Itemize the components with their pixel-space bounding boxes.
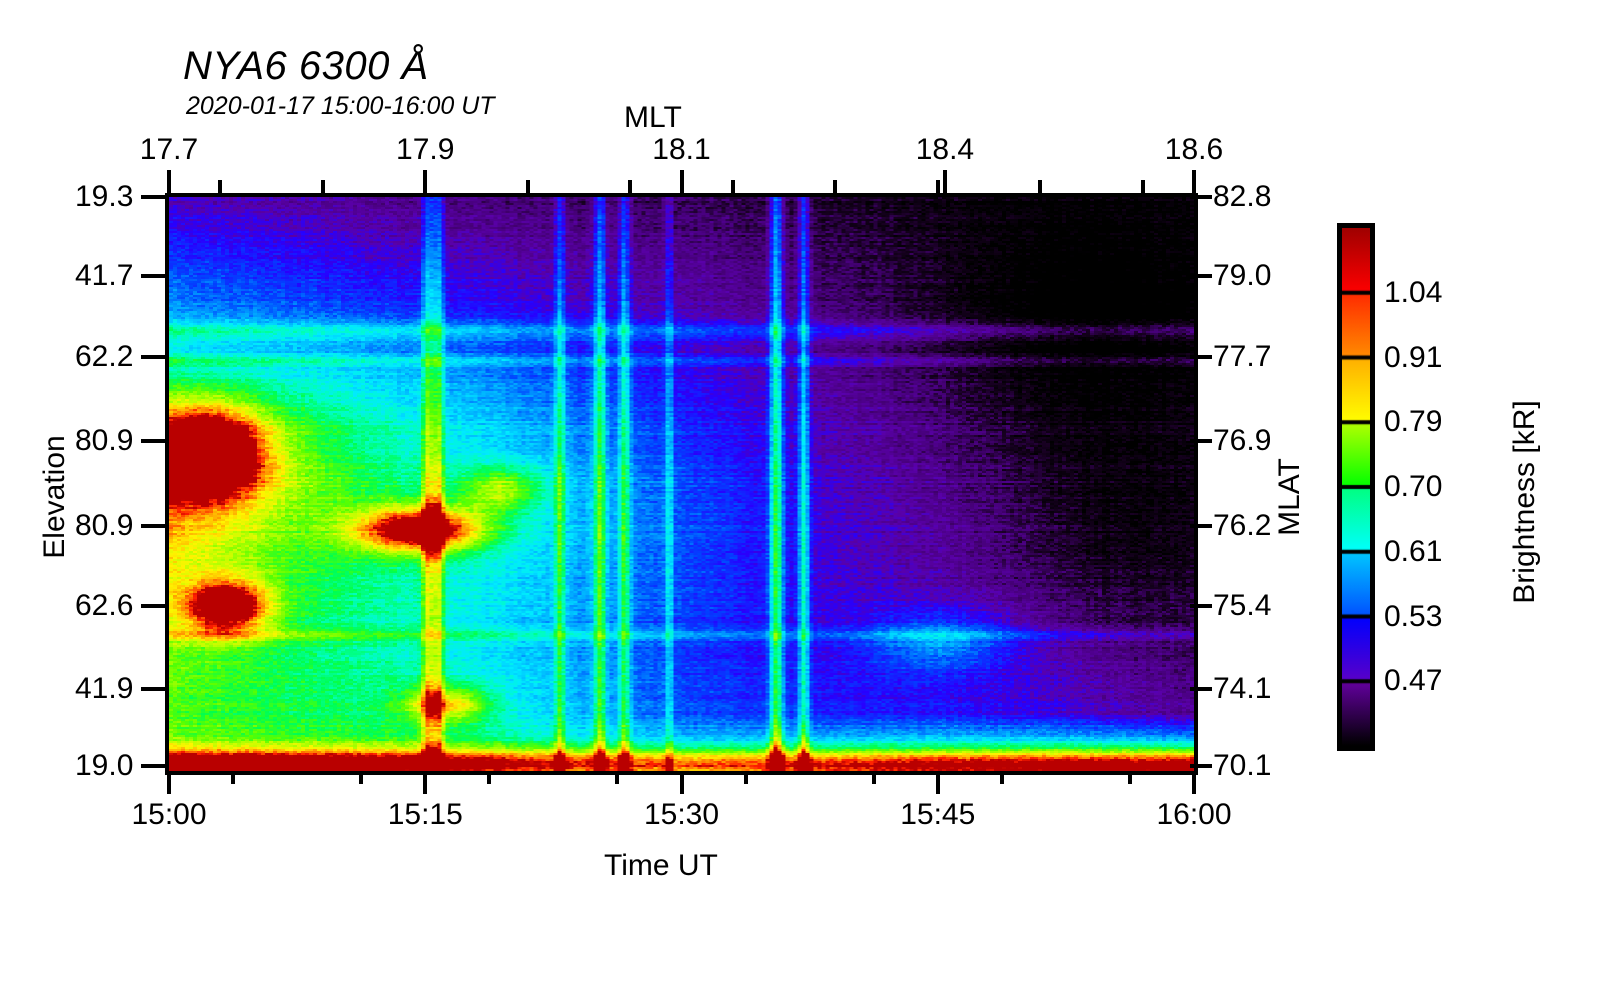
mlt-axis-title: MLT xyxy=(624,101,682,134)
elevation-tick xyxy=(141,687,165,692)
mlat-tick-label: 70.1 xyxy=(1213,749,1272,783)
time-tick-minor xyxy=(743,771,748,784)
time-axis-title: Time UT xyxy=(604,849,718,882)
mlt-tick-label: 17.9 xyxy=(396,133,455,166)
mlt-tick-minor xyxy=(218,180,223,193)
elevation-tick xyxy=(141,354,165,359)
elevation-tick-label: 41.7 xyxy=(75,258,134,292)
mlat-tick xyxy=(1190,523,1212,528)
mlat-tick xyxy=(1190,195,1212,199)
mlt-tick-label: 17.7 xyxy=(139,133,199,166)
colorbar-axis-title: Brightness [kR] xyxy=(1508,400,1541,604)
time-tick-label: 15:15 xyxy=(387,798,463,831)
colorbar-tick-label: 0.70 xyxy=(1384,470,1443,503)
elevation-tick xyxy=(141,273,165,278)
page-title: NYA6 6300 Å xyxy=(183,44,429,88)
mlat-tick-label: 77.7 xyxy=(1213,339,1272,373)
mlt-tick-major xyxy=(1192,170,1196,193)
time-tick-minor xyxy=(231,771,236,784)
mlt-tick-label: 18.1 xyxy=(652,133,711,166)
mlt-tick-major xyxy=(167,170,171,193)
mlt-tick-minor xyxy=(628,180,633,193)
elevation-tick-label: 62.2 xyxy=(75,339,134,373)
keogram-image xyxy=(169,197,1194,771)
mlat-tick xyxy=(1190,764,1212,769)
time-tick-major xyxy=(935,771,940,794)
colorbar-tick-label: 0.47 xyxy=(1384,664,1443,698)
time-tick-minor xyxy=(359,771,364,784)
mlat-tick xyxy=(1190,354,1212,359)
time-tick-major xyxy=(1192,771,1196,794)
colorbar-tick-label: 0.91 xyxy=(1384,340,1443,374)
time-tick-minor xyxy=(999,771,1004,784)
mlt-tick-major xyxy=(679,170,684,193)
colorbar-tick-label: 0.61 xyxy=(1384,534,1443,568)
time-tick-label: 15:45 xyxy=(900,798,976,831)
mlat-tick-label: 82.8 xyxy=(1213,180,1272,213)
time-tick-minor xyxy=(871,771,876,784)
mlt-tick-minor xyxy=(423,180,428,193)
elevation-tick xyxy=(141,195,165,199)
mlat-tick xyxy=(1190,438,1212,443)
colorbar-tick-label: 0.79 xyxy=(1384,405,1443,439)
mlat-tick-label: 75.4 xyxy=(1213,588,1272,622)
colorbar-tick-label: 1.04 xyxy=(1384,275,1443,309)
mlat-tick-label: 76.9 xyxy=(1213,423,1272,457)
time-tick-label: 16:00 xyxy=(1156,798,1232,831)
mlat-tick xyxy=(1190,603,1212,608)
mlat-axis-title: MLAT xyxy=(1273,458,1306,536)
mlat-tick-label: 76.2 xyxy=(1213,508,1272,542)
mlt-tick-label: 18.4 xyxy=(915,133,975,166)
colorbar xyxy=(1337,223,1375,751)
mlt-tick-minor xyxy=(935,180,940,193)
time-tick-label: 15:00 xyxy=(131,798,207,831)
mlt-tick-label: 18.6 xyxy=(1164,133,1224,166)
colorbar-gradient xyxy=(1342,228,1370,746)
elevation-tick xyxy=(141,523,165,528)
elevation-tick-label: 41.9 xyxy=(75,672,134,706)
time-tick-minor xyxy=(1127,771,1132,784)
keogram-plot-area[interactable] xyxy=(165,193,1198,775)
mlt-tick-minor xyxy=(320,180,325,193)
mlt-tick-minor xyxy=(525,180,530,193)
time-tick-major xyxy=(167,771,171,794)
time-tick-major xyxy=(423,771,428,794)
colorbar-tick-label: 0.53 xyxy=(1384,599,1443,633)
time-tick-major xyxy=(679,771,684,794)
mlat-tick-label: 79.0 xyxy=(1213,258,1272,292)
elevation-tick-label: 80.9 xyxy=(75,508,134,542)
elevation-tick xyxy=(141,603,165,608)
elevation-tick-label: 19.0 xyxy=(75,749,134,783)
elevation-tick-label: 62.6 xyxy=(75,588,134,622)
elevation-axis-title: Elevation xyxy=(38,435,71,559)
mlat-tick xyxy=(1190,687,1212,692)
time-tick-label: 15:30 xyxy=(643,798,720,831)
elevation-tick xyxy=(141,438,165,443)
elevation-tick-label: 80.9 xyxy=(75,423,134,457)
page-subtitle: 2020-01-17 15:00-16:00 UT xyxy=(186,92,495,120)
mlt-tick-minor xyxy=(1038,180,1043,193)
mlat-tick-label: 74.1 xyxy=(1213,672,1272,706)
elevation-tick xyxy=(141,764,165,769)
time-tick-minor xyxy=(487,771,492,784)
mlt-tick-major xyxy=(942,170,947,193)
mlat-tick xyxy=(1190,273,1212,278)
mlt-tick-minor xyxy=(833,180,838,193)
mlt-tick-minor xyxy=(730,180,735,193)
elevation-tick-label: 19.3 xyxy=(75,180,134,213)
time-tick-minor xyxy=(615,771,620,784)
mlt-tick-minor xyxy=(1140,180,1145,193)
